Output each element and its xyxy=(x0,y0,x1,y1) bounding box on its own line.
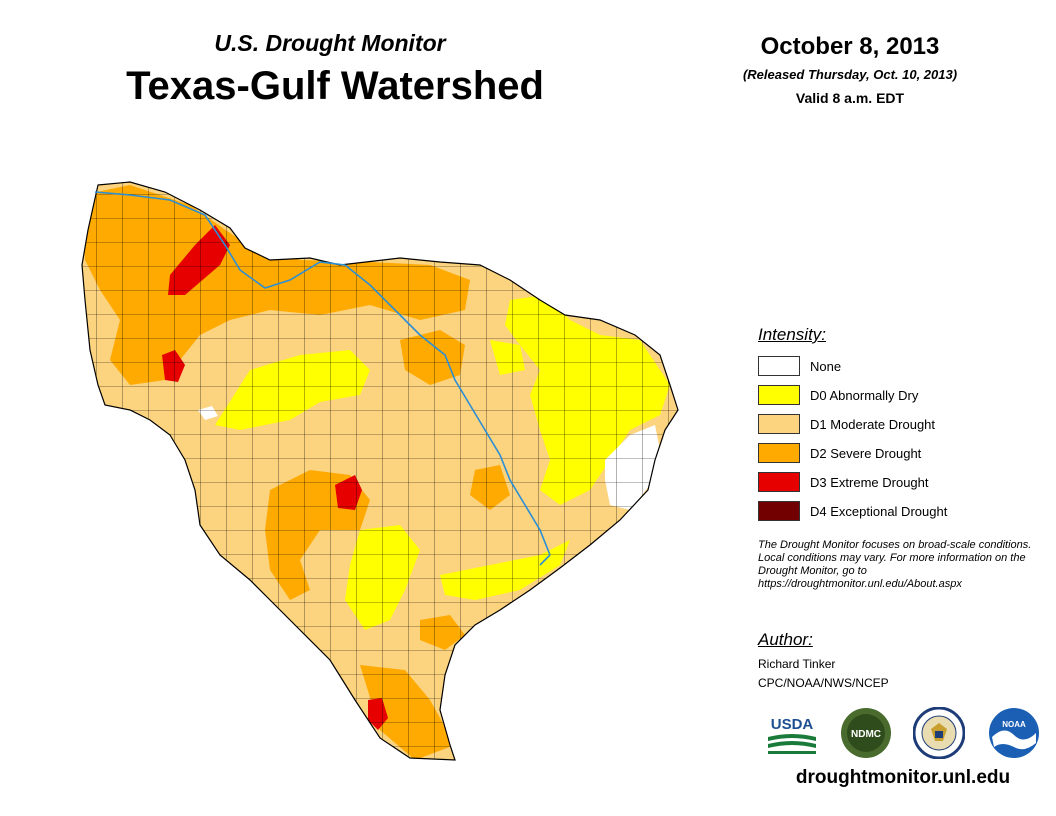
legend-label: D3 Extreme Drought xyxy=(810,474,929,490)
valid-time: Valid 8 a.m. EDT xyxy=(795,90,905,106)
ndmc-logo-text: NDMC xyxy=(851,729,881,740)
noaa-logo-text: NOAA xyxy=(1002,720,1026,729)
river-red xyxy=(94,191,551,556)
noaa-logo: NOAA xyxy=(989,708,1039,758)
disclaimer-note: The Drought Monitor focuses on broad-sca… xyxy=(758,539,1032,590)
legend-item-d2: D2 Severe Drought xyxy=(758,442,921,464)
legend-swatch xyxy=(758,385,800,405)
author-heading: Author: xyxy=(758,630,813,649)
usda-logo-text: USDA xyxy=(771,716,814,733)
author-name: Richard Tinker xyxy=(758,657,836,671)
legend-item-d4: D4 Exceptional Drought xyxy=(758,500,947,522)
release-date: (Released Thursday, Oct. 10, 2013) xyxy=(742,67,958,82)
legend-swatch xyxy=(758,472,800,492)
ndmc-logo: NDMC xyxy=(841,708,891,758)
legend-swatch xyxy=(758,443,800,463)
river-sabine xyxy=(539,554,551,566)
author-org: CPC/NOAA/NWS/NCEP xyxy=(758,676,889,690)
legend-swatch xyxy=(758,356,800,376)
legend-label: None xyxy=(810,358,842,374)
watershed-outline xyxy=(81,181,679,761)
legend-item-none: None xyxy=(758,355,841,377)
legend-heading: Intensity: xyxy=(758,325,827,344)
legend-label: D4 Exceptional Drought xyxy=(810,503,948,519)
map-title: Texas-Gulf Watershed xyxy=(126,64,544,108)
legend-item-d1: D1 Moderate Drought xyxy=(758,413,935,435)
legend-item-d0: D0 Abnormally Dry xyxy=(758,384,918,406)
map-subtitle: U.S. Drought Monitor xyxy=(214,30,446,56)
legend-label: D2 Severe Drought xyxy=(810,445,922,461)
drought-map xyxy=(81,181,679,761)
legend-swatch xyxy=(758,414,800,434)
legend-item-d3: D3 Extreme Drought xyxy=(758,471,929,493)
usda-logo: USDA xyxy=(768,716,816,754)
footer-url-link[interactable]: droughtmonitor.unl.edu xyxy=(795,767,1011,788)
legend-swatch xyxy=(758,501,800,521)
legend-label: D0 Abnormally Dry xyxy=(810,387,919,403)
commerce-seal-logo xyxy=(913,707,965,759)
legend-label: D1 Moderate Drought xyxy=(810,416,936,432)
map-date: October 8, 2013 xyxy=(760,33,940,60)
